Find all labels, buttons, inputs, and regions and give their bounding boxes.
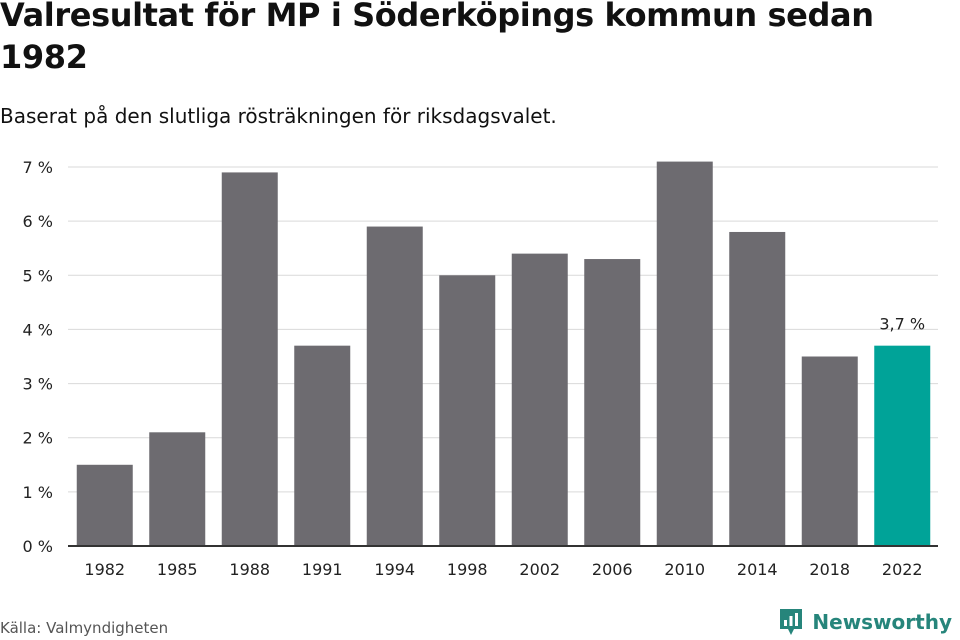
x-tick-label: 1991 (302, 560, 343, 579)
x-tick-label: 2014 (737, 560, 778, 579)
bar (439, 275, 496, 546)
bar-chart: 0 % 1 % 2 % 3 % 4 % 5 % 6 % 7 % 1982 1985 1988 1991… (23, 158, 938, 579)
y-tick-label: 1 % (23, 483, 53, 502)
x-tick-label: 2018 (809, 560, 850, 579)
x-tick-label: 1988 (229, 560, 270, 579)
x-tick-label: 1985 (157, 560, 198, 579)
y-tick-label: 7 % (23, 158, 53, 177)
x-tick-label: 1994 (374, 560, 415, 579)
x-tick-label: 1998 (447, 560, 488, 579)
newsworthy-logo-icon (780, 609, 803, 635)
y-tick-label: 3 % (23, 375, 53, 394)
bar-highlighted (874, 345, 931, 546)
x-tick-label: 2002 (519, 560, 560, 579)
bar (294, 345, 351, 546)
x-tick-label: 2010 (664, 560, 705, 579)
brand-logo: Newsworthy (778, 606, 952, 638)
y-tick-label: 6 % (23, 212, 53, 231)
bar (729, 231, 786, 546)
bar (76, 464, 133, 546)
source-note: Källa: Valmyndigheten (0, 619, 169, 637)
bar (366, 226, 423, 547)
y-tick-label: 4 % (23, 320, 53, 339)
x-tick-label: 2022 (882, 560, 923, 579)
chart-title: Valresultat för MP i Söderköpings kommun… (0, 0, 874, 76)
data-label: 3,7 % (879, 315, 925, 334)
y-tick-label: 5 % (23, 266, 53, 285)
bar (221, 172, 278, 546)
bar (656, 161, 713, 547)
brand-name: Newsworthy (812, 610, 952, 634)
chart-subtitle: Baserat på den slutliga rösträkningen fö… (0, 104, 557, 128)
x-tick-label: 2006 (592, 560, 633, 579)
bar (584, 259, 641, 546)
bar (149, 432, 206, 546)
bar (801, 356, 858, 546)
bar (511, 253, 568, 546)
y-tick-label: 2 % (23, 429, 53, 448)
y-tick-label: 0 % (23, 537, 53, 556)
x-tick-label: 1982 (84, 560, 125, 579)
